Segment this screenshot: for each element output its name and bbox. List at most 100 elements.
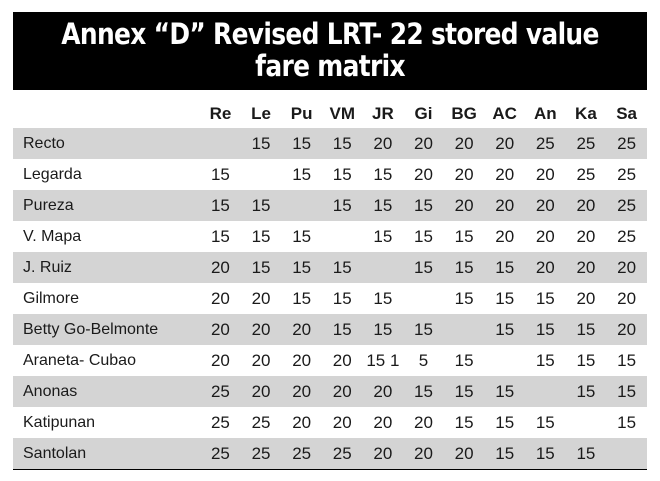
table-row: Katipunan 25 25 20 20 20 20 15 15 15 15: [13, 407, 647, 438]
column-header-le: Le: [251, 104, 271, 123]
fare-cell: 15: [414, 226, 433, 246]
fare-cell: 25: [617, 164, 637, 184]
fare-cell: 15: [617, 381, 637, 401]
fare-cell: 20: [576, 288, 596, 308]
table-row: Recto 15 15 15 20 20 20 20 25 25 25: [13, 128, 647, 159]
table-row: Araneta- Cubao 20 20 20 20 15 1 5 15 15 15 15: [13, 345, 647, 376]
fare-cell: 20: [535, 226, 555, 246]
fare-cell: 25: [210, 412, 230, 432]
fare-cell: 15: [251, 133, 271, 153]
column-header-sa: Sa: [616, 104, 637, 123]
column-header-ka: Ka: [575, 104, 597, 123]
fare-cell: 15: [292, 257, 312, 277]
column-header-gi: Gi: [414, 104, 433, 123]
fare-cell: 20: [454, 195, 474, 215]
fare-cell: 20: [535, 164, 555, 184]
fare-cell: 15: [373, 319, 393, 339]
table-row: Gilmore 20 20 15 15 15 15 15 15 20 20: [13, 283, 647, 314]
fare-cell: 15: [373, 226, 393, 246]
fare-cell: 20: [495, 195, 515, 215]
fare-cell: [566, 407, 607, 438]
table-row: Legarda 15 15 15 15 20 20 20 20 25 25: [13, 159, 647, 190]
column-header-jr: JR: [372, 104, 394, 123]
fare-cell: 20: [332, 350, 352, 370]
fare-cell: 15: [210, 195, 230, 215]
fare-cell: 15: [454, 381, 474, 401]
fare-cell: 15: [373, 288, 393, 308]
fare-cell: [200, 128, 241, 159]
fare-cell: 15: [292, 164, 312, 184]
fare-cell: 5: [418, 350, 429, 370]
fare-cell: 20: [535, 257, 555, 277]
fare-cell: [322, 221, 363, 252]
fare-cell: 15: [617, 350, 637, 370]
fare-cell: 15: [414, 257, 433, 277]
fare-cell: 20: [373, 133, 393, 153]
fare-cell: 20: [576, 257, 596, 277]
station-header-blank: [13, 90, 200, 128]
column-header-pu: Pu: [290, 104, 313, 123]
fare-cell: 20: [414, 412, 433, 432]
fare-cell: 15: [332, 133, 352, 153]
fare-cell: 15: [210, 226, 230, 246]
fare-cell: 15: [535, 319, 555, 339]
fare-cell: 20: [403, 438, 444, 470]
fare-cell: 20: [292, 412, 312, 432]
fare-cell: 20: [576, 226, 596, 246]
fare-cell: 20: [292, 381, 312, 401]
fare-cell: 15: [414, 319, 433, 339]
fare-cell: 15: [495, 257, 515, 277]
fare-cell: 15: [565, 438, 607, 470]
station-name: Araneta- Cubao: [23, 351, 136, 369]
fare-cell: 20: [495, 133, 515, 153]
column-header-an: An: [533, 104, 557, 123]
fare-cell: 15: [292, 288, 312, 308]
fare-cell: 20: [373, 381, 393, 401]
fare-cell: 20: [454, 164, 474, 184]
fare-cell: 25: [321, 438, 363, 470]
table-row: Santolan 25 25 25 25 20 20 20 15 15 15: [13, 438, 647, 470]
fare-cell: 15: [535, 350, 555, 370]
fare-cell: 15: [210, 164, 230, 184]
fare-cell: 20: [292, 350, 312, 370]
fare-cell: [525, 376, 566, 407]
fare-cell: [403, 283, 444, 314]
fare-cell: 20: [210, 288, 230, 308]
fare-cell: [281, 190, 322, 221]
fare-cell: 20: [292, 319, 312, 339]
fare-cell: 15: [332, 288, 352, 308]
fare-cell: [241, 159, 282, 190]
fare-cell: 15: [292, 226, 312, 246]
fare-cell: 25: [576, 133, 596, 153]
fare-cell: 20: [251, 381, 271, 401]
table-row: Pureza 15 15 15 15 15 20 20 20 20 25: [13, 190, 647, 221]
fare-cell: 20: [535, 195, 555, 215]
fare-cell: 15: [332, 164, 352, 184]
fare-cell: 20: [454, 133, 474, 153]
fare-cell: 20: [443, 438, 485, 470]
station-name: Legarda: [23, 165, 82, 183]
fare-cell: 25: [200, 438, 241, 470]
table-body: Recto 15 15 15 20 20 20 20 25 25 25 Legarda 15 15 15 15…: [13, 128, 647, 470]
fare-cell: 25: [251, 412, 271, 432]
column-header-re: Re: [209, 104, 232, 123]
fare-cell: 25: [240, 438, 282, 470]
fare-cell: 25: [535, 133, 555, 153]
station-name: Pureza: [23, 196, 74, 214]
fare-cell: 15: [495, 381, 515, 401]
fare-cell: 15: [373, 195, 393, 215]
title-banner: Annex “D” Revised LRT- 22 stored value f…: [13, 12, 647, 90]
fare-cell: 15: [454, 257, 474, 277]
fare-cell: 25: [617, 195, 637, 215]
title-line-2: fare matrix: [255, 49, 405, 83]
fare-cell: 20: [251, 319, 271, 339]
fare-cell: [484, 345, 525, 376]
table-row: V. Mapa 15 15 15 15 15 15 20 20 20 25: [13, 221, 647, 252]
fare-cell: 20: [576, 195, 596, 215]
fare-cell: 20: [414, 164, 433, 184]
column-header-ac: AC: [492, 104, 517, 123]
fare-cell: 15: [495, 288, 515, 308]
fare-cell: 15: [484, 438, 525, 470]
fare-cell: 15: [292, 133, 312, 153]
fare-cell: 20: [414, 133, 433, 153]
